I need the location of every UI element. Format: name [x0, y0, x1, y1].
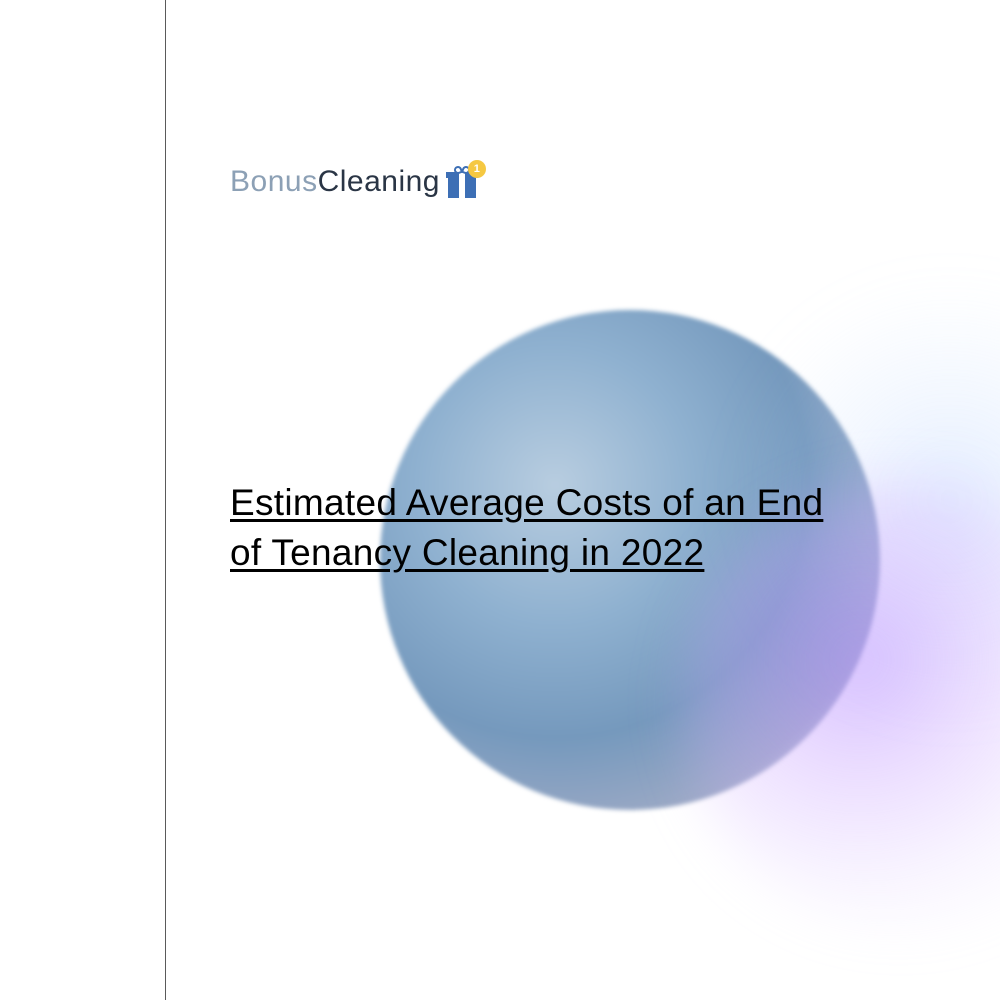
- logo-text-part1: Bonus: [230, 165, 318, 199]
- logo-text-part2: Cleaning: [318, 165, 440, 199]
- notification-badge: 1: [468, 160, 486, 178]
- document-title: Estimated Average Costs of an End of Ten…: [230, 478, 830, 578]
- vertical-divider: [165, 0, 166, 1000]
- gift-icon: 1: [448, 166, 480, 198]
- brand-logo: BonusCleaning 1: [230, 165, 480, 199]
